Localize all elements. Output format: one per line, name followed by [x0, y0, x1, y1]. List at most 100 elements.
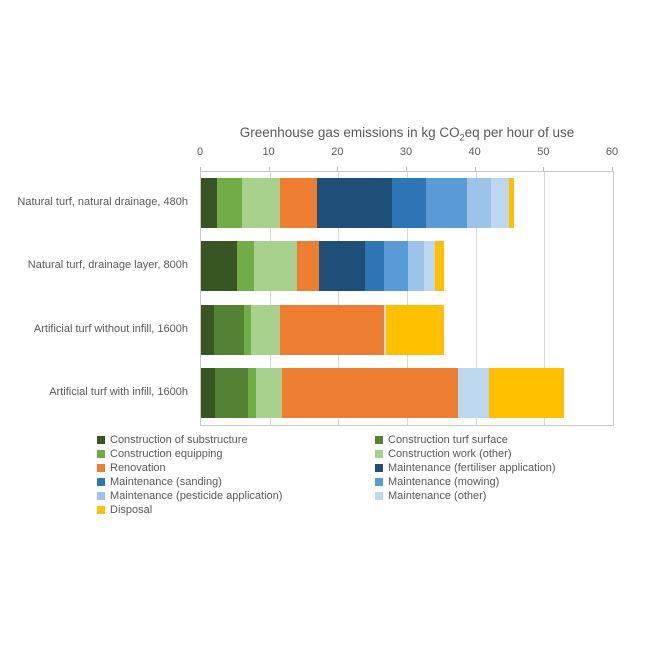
bar-segment [508, 178, 515, 228]
legend-swatch [97, 463, 105, 472]
bar-segment [214, 304, 244, 355]
bar-segment [365, 241, 384, 292]
bar-segment [435, 241, 445, 292]
bar-row [201, 241, 613, 292]
legend-label: Construction equipping [110, 447, 223, 460]
legend-item: Renovation [97, 461, 375, 474]
category-label: Artificial turf with infill, 1600h [49, 385, 188, 398]
gridline [407, 172, 408, 425]
bar-segment [317, 178, 392, 228]
x-axis-tick-label: 10 [262, 146, 275, 158]
bar-segment [279, 304, 384, 355]
bar-segment [253, 241, 298, 292]
x-axis-tick-mark [474, 167, 476, 171]
legend-swatch [375, 477, 383, 486]
category-label: Artificial turf without infill, 1600h [33, 322, 188, 335]
x-axis-tick-mark [200, 167, 201, 171]
x-axis-tick-label: 50 [537, 146, 550, 158]
plot-area [200, 171, 614, 426]
bar-segment [466, 178, 492, 228]
bar-segment [297, 241, 320, 292]
bar-segment [458, 367, 489, 418]
legend: Construction of substructure Construction… [97, 433, 577, 516]
legend-label: Maintenance (fertiliser application) [388, 461, 556, 474]
legend-swatch [375, 463, 383, 472]
gridline [338, 172, 340, 425]
x-axis-tick-label: 60 [605, 146, 619, 158]
category-label: Natural turf, drainage layer, 800h [27, 259, 188, 272]
chart-title-suffix: eq per hour of use [464, 125, 575, 140]
x-axis-tick-mark [612, 167, 613, 171]
bar-segment [247, 367, 256, 418]
legend-swatch [97, 477, 105, 486]
legend-item: Maintenance (mowing) [375, 475, 577, 488]
bar-segment [255, 367, 282, 418]
legend-label: Maintenance (sanding) [110, 475, 222, 488]
bar-segment [491, 178, 509, 228]
bar-segment [201, 304, 215, 355]
bar-segment [216, 178, 243, 228]
bar-segment [237, 241, 254, 292]
bar-segment [391, 178, 426, 228]
bar-segment [425, 178, 467, 228]
bar-segment [279, 178, 318, 228]
bar-row [201, 178, 613, 228]
bar-segment [383, 304, 387, 355]
bar-row [201, 304, 613, 355]
x-axis-tick-mark [337, 167, 339, 171]
chart-title-prefix: Greenhouse gas emissions in kg CO [239, 125, 460, 140]
legend-item: Maintenance (sanding) [97, 475, 375, 488]
legend-label: Maintenance (pesticide application) [110, 489, 283, 502]
legend-item: Maintenance (pesticide application) [97, 489, 375, 502]
bar-segment [201, 241, 238, 292]
legend-swatch [375, 435, 383, 444]
bar-segment [281, 367, 459, 418]
legend-label: Maintenance (other) [388, 489, 487, 502]
bar-segment [214, 367, 248, 418]
legend-swatch [97, 505, 105, 514]
bar-segment [386, 304, 444, 355]
bar-segment [319, 241, 366, 292]
bar-segment [251, 304, 280, 355]
legend-label: Disposal [110, 503, 153, 516]
legend-label: Renovation [110, 461, 166, 474]
legend-swatch [375, 449, 383, 458]
legend-label: Construction work (other) [388, 447, 512, 460]
legend-item: Disposal [97, 503, 375, 516]
x-axis-tick-label: 40 [468, 146, 481, 158]
category-axis-labels: Natural turf, natural drainage, 480h Natu… [0, 171, 194, 426]
bar-segment [408, 241, 425, 292]
legend-item: Construction equipping [97, 447, 375, 460]
x-axis-tick-label: 30 [399, 146, 413, 158]
legend-swatch [375, 491, 383, 500]
legend-label: Maintenance (mowing) [388, 475, 500, 488]
legend-item: Construction work (other) [375, 447, 577, 460]
bar-segment [383, 241, 409, 292]
x-axis-tick-mark [543, 167, 545, 171]
gridline [475, 172, 477, 425]
legend-label: Construction of substructure [110, 433, 248, 446]
x-axis-tick-label: 20 [331, 146, 344, 158]
legend-item: Construction of substructure [97, 433, 375, 446]
legend-swatch [97, 449, 105, 458]
gridline [269, 172, 271, 425]
gridline [544, 172, 546, 425]
bar-segment [424, 241, 436, 292]
chart-title-subscript: 2 [459, 132, 465, 143]
bar-segment [201, 178, 217, 228]
legend-item: Maintenance (fertiliser application) [375, 461, 577, 474]
x-axis: 0 10 20 30 40 50 60 [197, 146, 618, 171]
bar-segment [242, 178, 280, 228]
legend-item: Construction turf surface [375, 433, 577, 446]
legend-item: Maintenance (other) [375, 489, 577, 502]
category-label: Natural turf, natural drainage, 480h [17, 196, 188, 208]
x-axis-tick-mark [406, 167, 407, 171]
bar-row [201, 367, 613, 418]
chart-title: Greenhouse gas emissions in kg CO2eq per… [200, 125, 614, 143]
legend-swatch [97, 435, 105, 444]
bar-segment [488, 367, 564, 418]
x-axis-tick-label: 0 [196, 146, 204, 158]
legend-label: Construction turf surface [388, 433, 508, 446]
x-axis-tick-mark [268, 167, 270, 171]
